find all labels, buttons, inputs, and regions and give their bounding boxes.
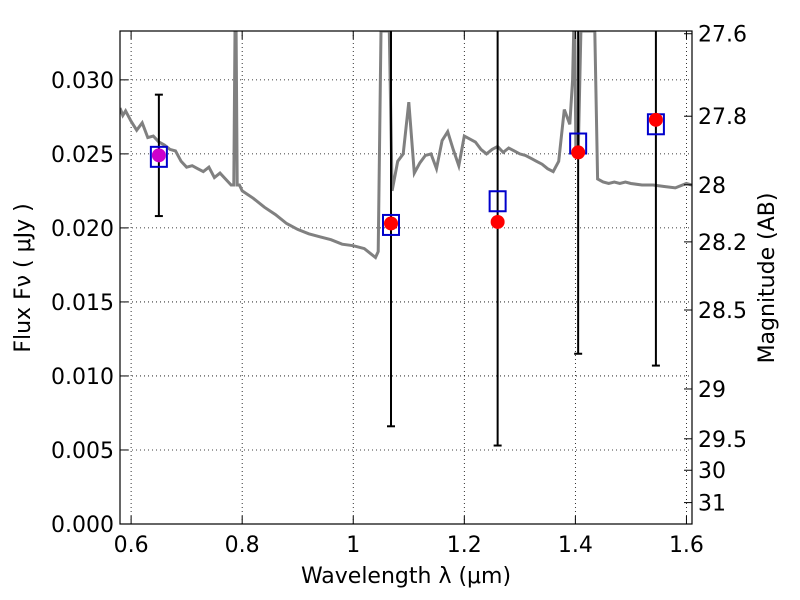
y-tick-label: 0.020 [51,217,114,242]
y2-tick-label: 28 [698,174,726,199]
observed-point [151,148,166,163]
observed-point [490,214,505,229]
y2-tick-label: 28.5 [698,299,747,324]
plot-frame [119,30,693,525]
plot-area [120,31,692,447]
y-tick-label: 0.025 [51,143,114,168]
observed-points [151,112,663,231]
y2-tick-label: 31 [698,492,726,517]
model-photometry-box [149,145,168,168]
y-tick-label: 0.005 [51,439,114,464]
y-axis-ticks: 0.000 0.005 0.010 0.015 0.020 0.025 0.030 [51,69,128,538]
y-tick-label: 0.010 [51,365,114,390]
y-tick-label: 0.000 [51,513,114,538]
x-tick-label: 1 [346,533,360,558]
observed-point [384,216,399,231]
errorbars [154,31,660,447]
model-photometry-box [382,213,401,236]
y2-tick-label: 30 [698,459,726,484]
y2-tick-label: 29.5 [698,428,747,453]
y-tick-label: 0.015 [51,291,114,316]
y2-axis-ticks: 27.6 27.8 28 28.2 28.5 29 29.5 30 31 [684,23,747,517]
y2-tick-label: 27.8 [698,105,747,130]
model-photometry-box [488,190,507,213]
y-axis-label: Flux Fν ( μJy ) [11,203,36,352]
x-tick-label: 1.2 [447,533,482,558]
y-tick-label: 0.030 [51,69,114,94]
model-spectrum-line [120,31,692,260]
x-tick-label: 1.4 [558,533,593,558]
y2-tick-label: 29 [698,378,726,403]
observed-point [571,145,586,160]
x-tick-label: 0.8 [225,533,260,558]
y2-tick-label: 27.6 [698,23,747,48]
model-photometry-boxes [149,113,665,236]
x-tick-label: 0.6 [114,533,149,558]
observed-point [648,112,663,127]
x-tick-label: 1.6 [669,533,704,558]
grid [120,31,692,524]
x-axis-ticks: 0.6 0.8 1 1.2 1.4 1.6 [114,31,704,558]
y2-axis-label: Magnitude (AB) [755,193,780,364]
y2-tick-label: 28.2 [698,231,747,256]
x-axis-label: Wavelength λ (μm) [301,564,511,589]
